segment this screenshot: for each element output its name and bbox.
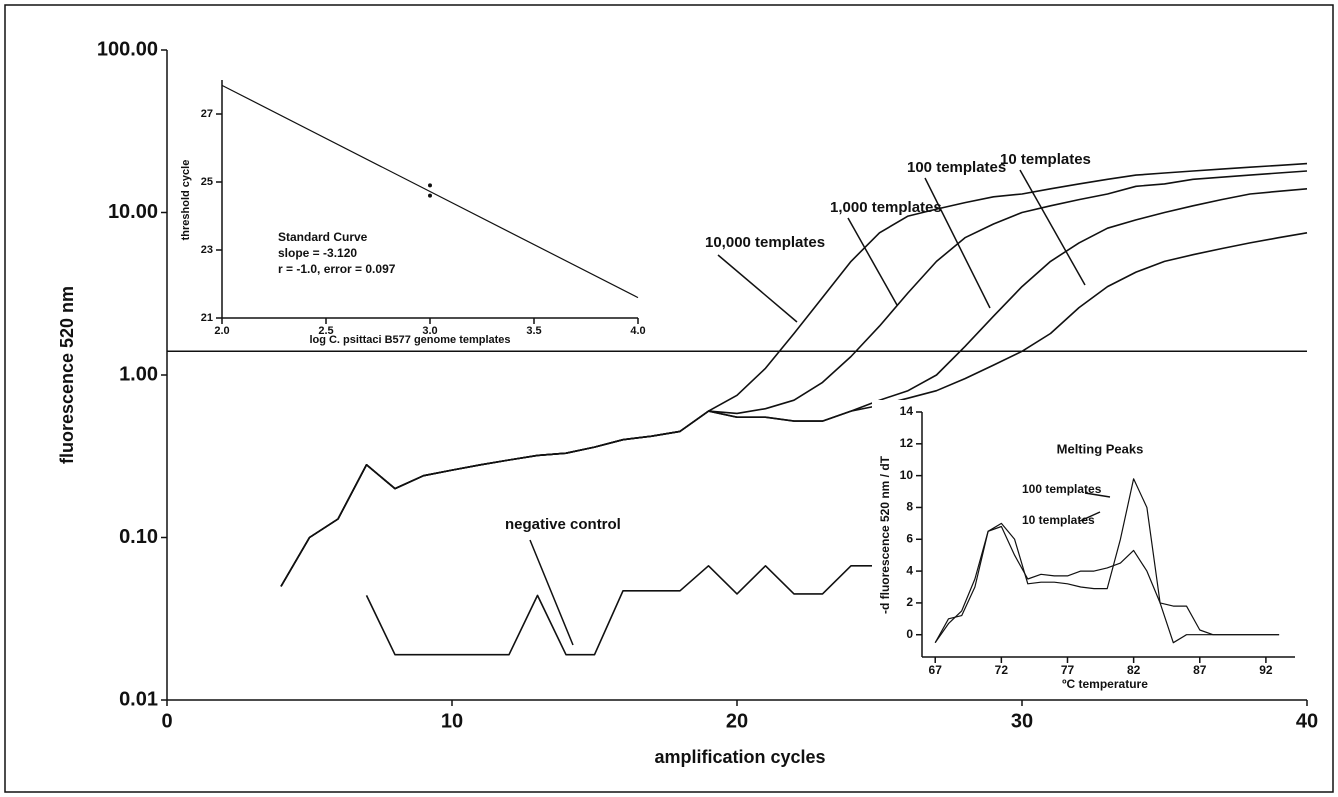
x-tick-label: 3.0 — [422, 325, 437, 337]
x-tick-label: 4.0 — [630, 325, 645, 337]
y-axis-label: threshold cycle — [180, 160, 192, 241]
series-label: 10 templates — [1000, 151, 1091, 168]
annotation: r = -1.0, error = 0.097 — [278, 262, 396, 276]
inset-background — [215, 70, 645, 350]
leader-line — [1019, 169, 1086, 286]
y-tick-label: 25 — [201, 176, 213, 188]
y-axis-label: -d fluorescence 520 nm / dT — [878, 455, 892, 614]
x-tick-label: 0 — [161, 710, 172, 732]
y-tick-label: 0 — [906, 627, 913, 641]
y-axis-label: fluorescence 520 nm — [57, 286, 77, 464]
series-label: 1,000 templates — [830, 199, 942, 216]
series-label: 100 templates — [907, 159, 1006, 176]
series-label: negative control — [505, 516, 621, 533]
x-tick-label: 72 — [995, 663, 1009, 677]
series-line — [280, 232, 1308, 587]
x-tick-label: 20 — [726, 710, 748, 732]
x-tick-label: 77 — [1061, 663, 1075, 677]
y-tick-label: 0.01 — [119, 688, 158, 710]
y-tick-label: 10 — [900, 468, 914, 482]
leader-line — [1084, 492, 1111, 498]
leader-line — [924, 177, 991, 309]
series-line — [221, 84, 639, 299]
leader-line — [847, 217, 898, 306]
series-line — [365, 565, 880, 656]
y-tick-label: 1.00 — [119, 363, 158, 385]
series-label: 10 templates — [1022, 513, 1095, 527]
annotation: slope = -3.120 — [278, 246, 357, 260]
y-tick-label: 8 — [906, 500, 913, 514]
x-tick-label: 67 — [929, 663, 943, 677]
y-tick-label: 10.00 — [108, 201, 158, 223]
x-tick-label: 87 — [1193, 663, 1207, 677]
x-tick-label: 82 — [1127, 663, 1141, 677]
y-tick-label: 12 — [900, 436, 914, 450]
inset-background — [872, 400, 1322, 698]
x-tick-label: 2.0 — [214, 325, 229, 337]
x-tick-label: 2.5 — [318, 325, 333, 337]
x-tick-label: 10 — [441, 710, 463, 732]
x-axis-label: log C. psittaci B577 genome templates — [309, 334, 510, 346]
y-tick-label: 2 — [906, 595, 913, 609]
y-tick-label: 4 — [906, 563, 913, 577]
y-tick-label: 100.00 — [97, 38, 158, 60]
data-point — [428, 183, 432, 188]
x-tick-label: 40 — [1296, 710, 1318, 732]
y-tick-label: 21 — [201, 312, 213, 324]
leader-line — [529, 539, 574, 646]
y-tick-label: 23 — [201, 244, 213, 256]
leader-line — [717, 254, 798, 323]
y-tick-label: 6 — [906, 531, 913, 545]
data-point — [428, 193, 432, 198]
x-tick-label: 3.5 — [526, 325, 541, 337]
series-label: 10,000 templates — [705, 234, 825, 251]
y-tick-label: 0.10 — [119, 526, 158, 548]
y-tick-label: 27 — [201, 108, 213, 120]
x-axis-label: ºC temperature — [1062, 677, 1148, 691]
series-line — [934, 525, 1280, 644]
series-label: 100 templates — [1022, 482, 1102, 496]
x-axis-label: amplification cycles — [654, 747, 825, 767]
annotation: Standard Curve — [278, 230, 368, 244]
x-tick-label: 92 — [1259, 663, 1273, 677]
x-tick-label: 30 — [1011, 710, 1033, 732]
chart-title: Melting Peaks — [1057, 441, 1144, 456]
y-tick-label: 14 — [900, 404, 914, 418]
leader-line — [1079, 511, 1101, 522]
